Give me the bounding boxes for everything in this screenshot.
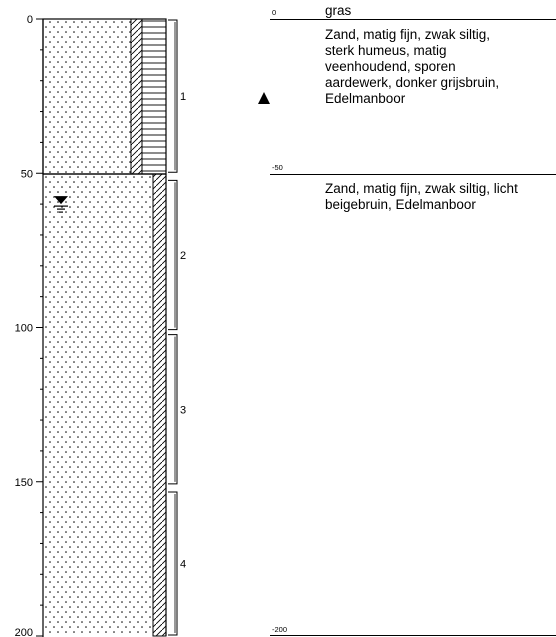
sample-bracket: 1 (168, 19, 186, 173)
sample-label: 2 (180, 250, 186, 262)
rule-top (270, 19, 556, 20)
description-line: sterk humeus, matig (325, 43, 447, 58)
marker-50: -50 (272, 163, 283, 172)
depth-tick-label: 50 (21, 168, 33, 180)
sample-bracket: 4 (168, 491, 186, 636)
depth-axis: 0 50 100 150 200 (15, 14, 44, 637)
sample-label: 4 (180, 559, 186, 571)
description-layer-2: Zand, matig fijn, zwak siltig, licht bei… (325, 181, 518, 213)
depth-tick-label: 150 (15, 477, 33, 489)
sample-bracket: 3 (168, 334, 186, 485)
description-line: beigebruin, Edelmanboor (325, 197, 476, 212)
description-grass: gras (325, 3, 351, 19)
sample-label: 3 (180, 404, 186, 416)
layer-sand-humous (43, 19, 131, 174)
description-layer-1: Zand, matig fijn, zwak siltig, sterk hum… (325, 27, 499, 107)
description-line: Edelmanboor (325, 91, 406, 106)
layer-sand-hatch (152, 173, 167, 637)
layer-sand-humous-hatch (130, 18, 143, 175)
description-line: Zand, matig fijn, zwak siltig, (325, 27, 491, 42)
groundwater-level-icon (54, 196, 68, 213)
description-line: Zand, matig fijn, zwak siltig, licht (325, 181, 518, 196)
depth-tick-label: 200 (15, 627, 33, 637)
description-line: veenhoudend, sporen (325, 59, 456, 74)
rule-50 (270, 174, 556, 175)
sample-label: 1 (180, 91, 186, 103)
depth-ticks: 0 50 100 150 200 (15, 14, 43, 637)
depth-tick-label: 100 (15, 323, 33, 335)
filled-triangle-icon (258, 92, 270, 104)
sample-brackets: 1 2 3 4 (168, 19, 186, 636)
depth-tick-label: 0 (27, 14, 33, 26)
layer-sand (43, 174, 153, 636)
marker-top: 0 (272, 8, 277, 17)
rule-200 (270, 635, 556, 636)
description-line: aardewerk, donker grijsbruin, (325, 75, 500, 90)
lithology-column (42, 18, 167, 637)
marker-200: -200 (272, 625, 288, 634)
layer-sand-humous-stripes (141, 18, 167, 175)
description-line: gras (325, 3, 352, 18)
sample-bracket: 2 (168, 179, 186, 331)
